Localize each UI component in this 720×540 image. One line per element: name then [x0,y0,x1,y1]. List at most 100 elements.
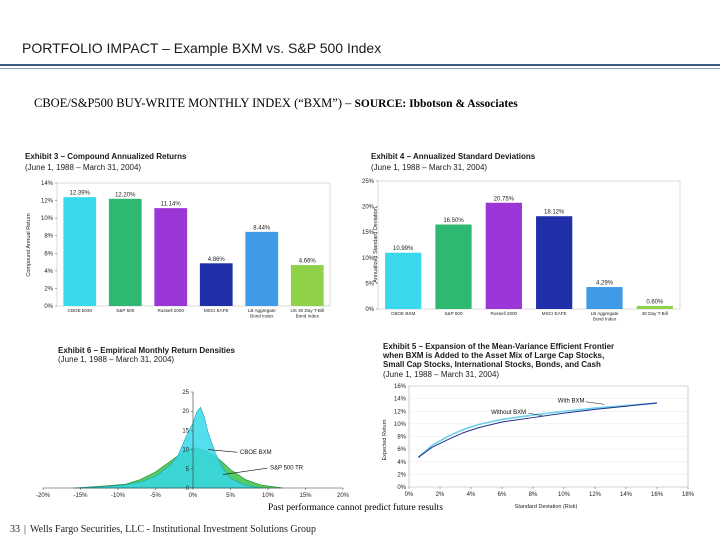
exhibit5-ytick-label: 0% [397,485,406,491]
exhibit3-value-label: 11.14% [161,202,182,208]
exhibit3-category-label: MSCI EAFE [204,308,229,313]
exhibit4-category-label: Russell 2000 [491,311,518,316]
exhibit4-ytick-label: 10% [362,256,375,262]
exhibit6: Exhibit 6 – Empirical Monthly Return Den… [36,346,350,499]
exhibit4-bar [485,202,522,309]
exhibit5-title-line3: Small Cap Stocks, International Stocks, … [383,360,601,369]
exhibit4-ylabel: Annualized Standard Deviation [373,207,379,283]
exhibit4-ytick-label: 20% [362,205,375,211]
exhibit3-bar [154,208,188,306]
exhibit3-ylabel: Compound Annual Return [26,213,32,276]
exhibit4-category-label: MSCI EAFE [542,311,567,316]
exhibit3-ytick-label: 0% [44,304,53,310]
exhibit4-category-label: 30 Day T-Bill [642,311,668,316]
exhibit4-title: Exhibit 4 – Annualized Standard Deviatio… [371,152,536,161]
exhibit4-category-label: S&P 500 [444,311,462,316]
exhibit5-xtick-label: 8% [529,492,538,498]
exhibit5-xtick-label: 10% [558,492,571,498]
exhibit5-ytick-label: 4% [397,460,406,466]
exhibit5-label-without: Without BXM [491,410,526,416]
exhibit4-bar [586,287,623,309]
exhibit3-bar [63,197,97,306]
exhibit3: Exhibit 3 – Compound Annualized Returns … [25,152,331,319]
slide-subtitle: CBOE/S&P500 BUY-WRITE MONTHLY INDEX (“BX… [34,96,574,111]
exhibit5-xlabel: Standard Deviation (Risk) [515,504,578,510]
exhibit6-series-area [72,406,261,489]
exhibit4-ytick-label: 25% [362,179,375,185]
exhibit6-subtitle: (June 1, 1988 – March 31, 2004) [58,355,174,364]
exhibit3-category-label: Russell 2000 [157,308,184,313]
exhibit5-xtick-label: 14% [620,492,633,498]
exhibit5-xtick-label: 0% [405,492,414,498]
exhibit3-ytick-label: 14% [41,181,54,187]
exhibit5-xtick-label: 2% [436,492,445,498]
exhibit3-category-label: US 30 Day T-Bill [290,308,324,313]
exhibit5-ytick-label: 14% [394,397,407,403]
exhibit5-series-line [417,402,658,458]
exhibit3-value-label: 4.86% [208,257,226,263]
exhibit6-annotation-bg [237,447,283,456]
exhibit4-value-label: 10.99% [393,246,414,252]
exhibit4-bar [385,252,422,309]
exhibit5-ytick-label: 12% [394,409,407,415]
footer-text: Wells Fargo Securities, LLC - Institutio… [30,524,316,535]
exhibit5-ylabel: Expected Return [382,420,388,461]
exhibit6-annotation-spx: S&P 500 TR [270,466,304,472]
footer-separator: | [24,524,27,535]
exhibit3-ytick-label: 6% [44,251,53,257]
exhibit4-ytick-label: 0% [365,307,374,313]
source-text: SOURCE: Ibbotson & Associates [354,98,518,110]
exhibit5-xtick-label: 4% [467,492,476,498]
exhibit6-ytick-label: 15 [182,428,189,434]
exhibit5-label-with: With BXM [558,398,585,404]
exhibit6-xtick-label: 20% [337,493,350,499]
exhibit4-value-label: 0.60% [646,299,664,305]
title-rule [0,64,720,66]
exhibit3-ytick-label: 8% [44,234,53,240]
footnote: Past performance cannot predict future r… [268,503,443,513]
exhibit5-series-line [418,402,658,458]
exhibit5-xtick-label: 16% [651,492,664,498]
exhibit3-bar [245,231,279,306]
exhibit5-label-leader [585,401,605,405]
exhibit6-xtick-label: 15% [299,493,312,499]
exhibit5-title-line2: when BXM is Added to the Asset Mix of La… [382,351,604,360]
exhibit5-xtick-label: 18% [682,492,695,498]
exhibit4-bar [435,224,472,309]
exhibit6-xtick-label: -15% [73,493,88,499]
exhibit6-ytick-label: 20 [182,409,189,415]
exhibit6-title: Exhibit 6 – Empirical Monthly Return Den… [58,346,235,355]
exhibit6-ytick-label: 5 [186,467,190,473]
page-title: PORTFOLIO IMPACT – Example BXM vs. S&P 5… [22,40,382,56]
exhibit6-xtick-label: 5% [226,493,235,499]
exhibit5-ytick-label: 8% [397,435,406,441]
exhibit5-ytick-label: 6% [397,447,406,453]
exhibit6-xtick-label: 0% [189,493,198,499]
exhibit4-value-label: 4.29% [596,281,614,287]
exhibit6-ytick-label: 25 [182,390,189,396]
exhibit3-ytick-label: 12% [41,199,54,205]
exhibit4-category-label: LB Aggregate [591,311,619,316]
exhibit4-ytick-label: 15% [362,230,375,236]
exhibit3-ytick-label: 2% [44,286,53,292]
exhibit5-subtitle: (June 1, 1988 – March 31, 2004) [383,370,499,379]
exhibit4-bar [536,216,573,309]
page-number: 33 [10,524,20,535]
exhibit6-xtick-label: -10% [111,493,126,499]
exhibit3-plot-area [56,182,331,307]
exhibit5-ytick-label: 2% [397,472,406,478]
exhibit6-xtick-label: -5% [150,493,161,499]
exhibit3-title: Exhibit 3 – Compound Annualized Returns [25,152,187,161]
subtitle-text: CBOE/S&P500 BUY-WRITE MONTHLY INDEX (“BX… [34,96,352,110]
exhibit6-annotation-bg [267,463,311,472]
exhibit3-bar [290,265,324,306]
exhibit5-xtick-label: 6% [498,492,507,498]
exhibit6-annotation-bxm: CBOE BXM [240,450,272,456]
exhibit3-category-label: LB Aggregate [248,308,276,313]
exhibit3-value-label: 12.20% [115,192,136,198]
exhibit3-ytick-label: 10% [41,216,54,222]
exhibit4: Exhibit 4 – Annualized Standard Deviatio… [362,152,681,322]
exhibit4-category-label: Bond Index [593,317,617,322]
exhibit3-value-label: 12.39% [70,191,91,197]
